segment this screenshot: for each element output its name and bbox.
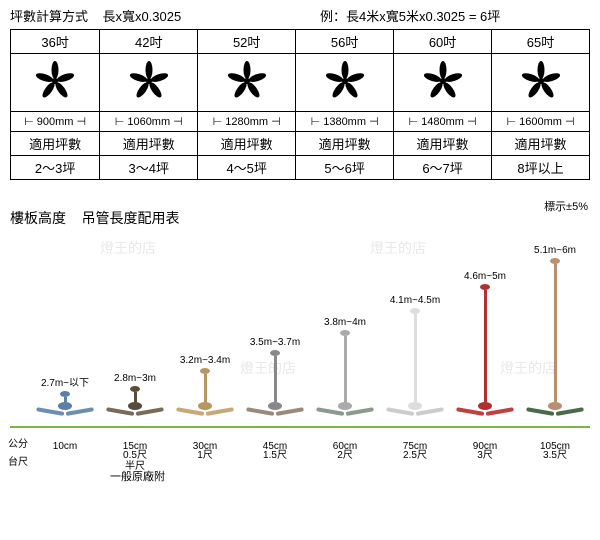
fan-item: 3.5m~3.7m [240,337,310,428]
ping-cell: 6～7坪 [394,156,492,180]
fan-hub [338,402,352,410]
mm-cell: ⊢ 1600mm ⊣ [492,112,590,132]
height-label: 2.7m~以下 [30,374,100,389]
size-cell: 42吋 [100,30,198,54]
chi-value: 1尺 [170,450,240,472]
formula-value: 長x寬x0.3025 [102,9,181,24]
ping-cell: 3～4坪 [100,156,198,180]
chi-value: 3.5尺 [520,450,590,472]
height-label: 3.2m~3.4m [170,355,240,366]
mm-cell: ⊢ 1280mm ⊣ [198,112,296,132]
rod [274,356,277,402]
size-cell: 52吋 [198,30,296,54]
chi-value: 2尺 [310,450,380,472]
height-label: 3.5m~3.7m [240,337,310,348]
size-table: 36吋42吋52吋56吋60吋65吋 ⊢ 900mm ⊣⊢ 1060mm ⊣⊢ … [10,29,590,180]
rod [414,314,417,402]
fan-cell [492,54,590,112]
fan-hub [58,402,72,410]
formula-label: 坪數計算方式 [10,9,88,24]
mm-cell: ⊢ 900mm ⊣ [11,112,100,132]
mm-cell: ⊢ 1380mm ⊣ [296,112,394,132]
size-cell: 36吋 [11,30,100,54]
size-cell: 60吋 [394,30,492,54]
fan-blades [450,410,520,428]
fan-item: 4.6m~5m [450,271,520,428]
fan-blades [380,410,450,428]
fan-cell [394,54,492,112]
fan-item: 5.1m~6m [520,245,590,428]
fan-cell [198,54,296,112]
label-cell: 適用坪數 [100,132,198,156]
example-value: 長4米x寬5米x0.3025 = 6坪 [346,9,500,24]
formula-header: 坪數計算方式 長x寬x0.3025 例：長4米x寬5米x0.3025 = 6坪 [0,0,600,29]
footer-note: 一般原廠附 [110,468,165,484]
fan-icon [129,61,169,101]
fan-cell [11,54,100,112]
mm-cell: ⊢ 1060mm ⊣ [100,112,198,132]
label-cell: 適用坪數 [394,132,492,156]
ping-cell: 2～3坪 [11,156,100,180]
rod [554,264,557,402]
example-text: 例：長4米x寬5米x0.3025 = 6坪 [280,6,590,25]
fan-cell [100,54,198,112]
fan-icon [423,61,463,101]
size-cell: 65吋 [492,30,590,54]
fan-blades [520,410,590,428]
fan-icon [325,61,365,101]
formula-text: 坪數計算方式 長x寬x0.3025 [10,6,280,25]
fan-hub [478,402,492,410]
ping-cell: 4～5坪 [198,156,296,180]
fan-item: 2.7m~以下 [30,374,100,428]
fan-item: 4.1m~4.5m [380,295,450,428]
rod [484,290,487,402]
chi-labels: 0.5尺 半尺1尺1.5尺2尺2.5尺3尺3.5尺 [10,450,590,472]
chi-value: 3尺 [450,450,520,472]
chi-value [30,450,100,472]
fan-item: 3.8m~4m [310,317,380,428]
chart-area: 2.7m~以下2.8m~3m3.2m~3.4m3.5m~3.7m3.8m~4m4… [10,228,590,428]
fan-hub [548,402,562,410]
size-cell: 56吋 [296,30,394,54]
height-label: 4.1m~4.5m [380,295,450,306]
fan-cell [296,54,394,112]
fan-blades [310,410,380,428]
chi-value: 1.5尺 [240,450,310,472]
height-label: 5.1m~6m [520,245,590,256]
label-cell: 適用坪數 [492,132,590,156]
label-cell: 適用坪數 [198,132,296,156]
fan-hub [198,402,212,410]
fan-item: 3.2m~3.4m [170,355,240,428]
fan-hub [408,402,422,410]
label-cell: 適用坪數 [296,132,394,156]
rod [344,336,347,402]
fan-hub [268,402,282,410]
tolerance-note: 標示±5% [544,198,588,214]
rod-length-chart: 樓板高度 吊管長度配用表 標示±5% 燈王的店 燈王的店 燈王的店 燈王的店 2… [0,198,600,478]
chart-title: 樓板高度 吊管長度配用表 [10,208,180,228]
fan-item: 2.8m~3m [100,373,170,428]
ping-cell: 8坪以上 [492,156,590,180]
fan-icon [521,61,561,101]
label-cell: 適用坪數 [11,132,100,156]
example-label: 例： [320,9,346,24]
fan-hub [128,402,142,410]
fan-blades [240,410,310,428]
height-label: 4.6m~5m [450,271,520,282]
ping-cell: 5～6坪 [296,156,394,180]
rod [134,392,137,402]
height-label: 3.8m~4m [310,317,380,328]
chi-value: 2.5尺 [380,450,450,472]
fan-blades [30,410,100,428]
fan-icon [227,61,267,101]
rod [204,374,207,402]
fan-blades [100,410,170,428]
fan-icon [35,61,75,101]
mm-cell: ⊢ 1480mm ⊣ [394,112,492,132]
height-label: 2.8m~3m [100,373,170,384]
fan-blades [170,410,240,428]
